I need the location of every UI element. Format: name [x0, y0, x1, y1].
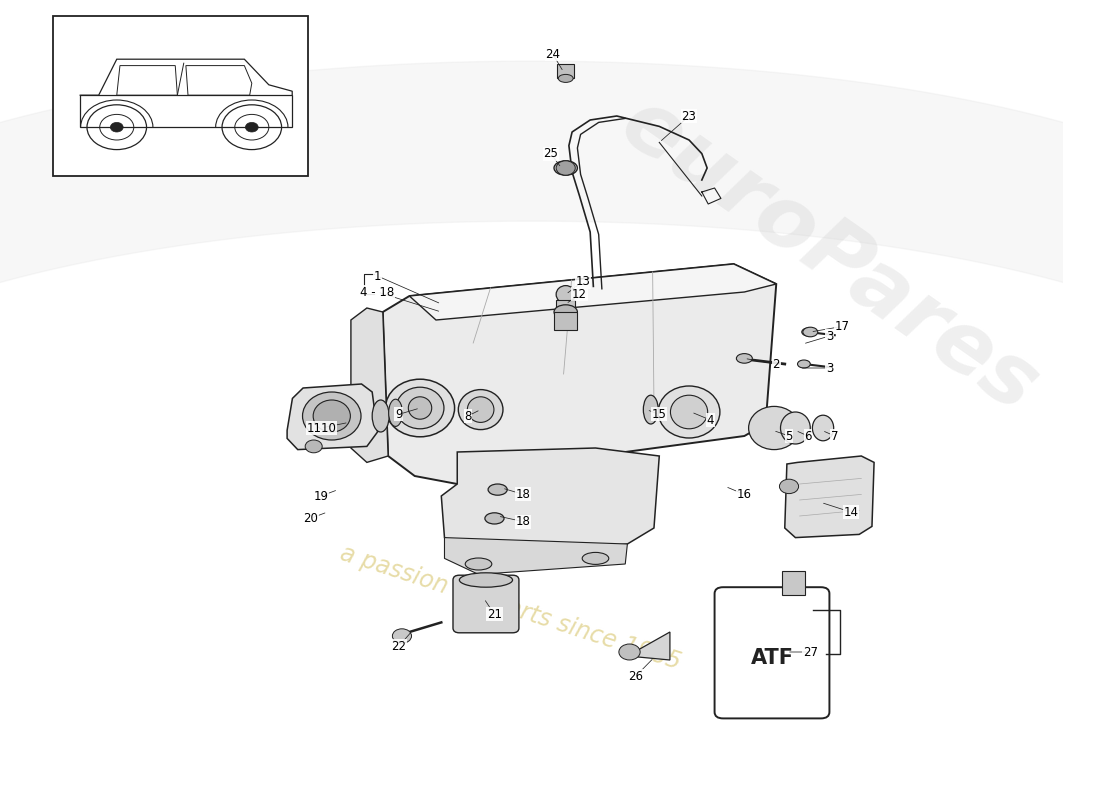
Circle shape — [393, 629, 411, 643]
Polygon shape — [351, 308, 388, 462]
Bar — [782, 571, 805, 595]
Ellipse shape — [408, 397, 431, 419]
Ellipse shape — [460, 573, 513, 587]
Ellipse shape — [388, 399, 403, 426]
Polygon shape — [627, 632, 670, 660]
Text: 18: 18 — [516, 488, 530, 501]
Text: 6: 6 — [804, 430, 812, 442]
Bar — [557, 300, 575, 318]
Polygon shape — [409, 264, 777, 320]
Text: 24: 24 — [546, 48, 560, 61]
Ellipse shape — [314, 400, 351, 432]
Polygon shape — [784, 456, 874, 538]
Text: 16: 16 — [737, 488, 752, 501]
Ellipse shape — [644, 395, 658, 424]
Bar — [558, 64, 574, 78]
Ellipse shape — [385, 379, 454, 437]
Text: 1: 1 — [374, 270, 382, 282]
Ellipse shape — [813, 415, 834, 441]
Ellipse shape — [802, 328, 814, 336]
Text: 3: 3 — [826, 330, 833, 342]
Ellipse shape — [559, 74, 573, 82]
Text: 22: 22 — [392, 640, 406, 653]
Ellipse shape — [582, 552, 608, 565]
Text: 7: 7 — [830, 430, 838, 442]
Text: 23: 23 — [682, 110, 696, 122]
Ellipse shape — [372, 400, 389, 432]
Circle shape — [619, 644, 640, 660]
Ellipse shape — [736, 354, 752, 363]
Ellipse shape — [485, 513, 504, 524]
Text: 27: 27 — [803, 646, 817, 658]
Ellipse shape — [557, 286, 575, 303]
Text: 17: 17 — [835, 320, 849, 333]
Text: a passion for parts since 1985: a passion for parts since 1985 — [337, 542, 684, 674]
Polygon shape — [287, 384, 377, 450]
Text: 18: 18 — [516, 515, 530, 528]
Ellipse shape — [396, 387, 444, 429]
Bar — [53, 16, 308, 176]
FancyBboxPatch shape — [453, 575, 519, 633]
Text: 4: 4 — [706, 414, 714, 426]
Text: 20: 20 — [304, 512, 318, 525]
Text: 1110: 1110 — [306, 422, 337, 434]
Circle shape — [305, 440, 322, 453]
Ellipse shape — [554, 161, 578, 175]
FancyBboxPatch shape — [715, 587, 829, 718]
Text: 4 - 18: 4 - 18 — [361, 286, 395, 298]
Text: 21: 21 — [487, 608, 502, 621]
Polygon shape — [444, 538, 627, 574]
Text: euroPares: euroPares — [605, 82, 1054, 430]
Text: 26: 26 — [628, 670, 643, 682]
Text: 9: 9 — [395, 408, 403, 421]
Text: ATF: ATF — [750, 647, 793, 667]
Text: 3: 3 — [826, 362, 833, 374]
Text: 15: 15 — [652, 408, 667, 421]
Ellipse shape — [459, 390, 503, 430]
Polygon shape — [383, 264, 777, 484]
Circle shape — [110, 122, 123, 132]
Text: 25: 25 — [543, 147, 559, 160]
Text: 13: 13 — [575, 275, 591, 288]
Circle shape — [245, 122, 258, 132]
Ellipse shape — [749, 406, 800, 450]
Ellipse shape — [468, 397, 494, 422]
Ellipse shape — [798, 360, 811, 368]
Ellipse shape — [670, 395, 707, 429]
Circle shape — [780, 479, 799, 494]
Circle shape — [557, 161, 575, 175]
Ellipse shape — [658, 386, 719, 438]
Ellipse shape — [803, 327, 817, 337]
Text: 14: 14 — [844, 506, 858, 518]
Text: 12: 12 — [572, 288, 587, 301]
Ellipse shape — [302, 392, 361, 440]
Ellipse shape — [465, 558, 492, 570]
Bar — [554, 312, 578, 330]
Text: 5: 5 — [785, 430, 793, 442]
Text: 19: 19 — [314, 490, 329, 502]
Ellipse shape — [554, 305, 578, 319]
Text: 8: 8 — [464, 410, 472, 422]
Ellipse shape — [781, 412, 811, 444]
Ellipse shape — [488, 484, 507, 495]
Text: 2: 2 — [772, 358, 780, 370]
Polygon shape — [441, 448, 659, 556]
